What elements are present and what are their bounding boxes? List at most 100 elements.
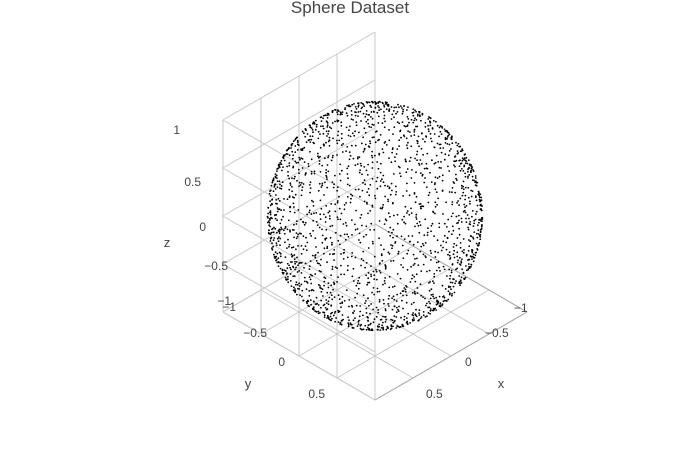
- data-point: [300, 272, 303, 274]
- data-point: [325, 176, 328, 179]
- data-point: [326, 124, 329, 126]
- data-point: [326, 247, 329, 250]
- data-point: [281, 268, 284, 271]
- data-point: [458, 219, 460, 222]
- data-point: [287, 281, 290, 284]
- data-point: [359, 169, 361, 172]
- data-point: [371, 204, 374, 207]
- data-point: [319, 171, 322, 173]
- data-point: [431, 159, 433, 162]
- data-point: [360, 120, 362, 122]
- data-point: [312, 229, 314, 232]
- data-point: [342, 223, 345, 225]
- data-point: [415, 153, 418, 156]
- data-point: [419, 317, 422, 320]
- data-point: [371, 150, 373, 153]
- data-point: [412, 114, 415, 117]
- data-point: [326, 114, 328, 117]
- data-point: [296, 179, 298, 182]
- data-point: [448, 133, 451, 136]
- data-point: [379, 162, 382, 165]
- data-point: [288, 154, 291, 157]
- data-point: [426, 270, 428, 273]
- data-point: [295, 162, 298, 164]
- data-point: [425, 162, 428, 165]
- data-point: [392, 173, 395, 175]
- data-point: [270, 231, 273, 234]
- data-point: [422, 311, 425, 313]
- data-point: [384, 282, 386, 285]
- data-point: [341, 295, 344, 298]
- data-point: [402, 266, 404, 269]
- data-point: [378, 237, 380, 240]
- data-point: [408, 131, 411, 134]
- data-point: [308, 295, 311, 297]
- data-point: [476, 232, 478, 235]
- data-point: [277, 167, 280, 170]
- data-point: [377, 139, 379, 142]
- data-point: [428, 306, 431, 309]
- data-point: [422, 314, 425, 317]
- data-point: [380, 244, 382, 247]
- data-point: [361, 328, 364, 331]
- data-point: [354, 256, 357, 259]
- data-point: [426, 152, 429, 155]
- data-point: [453, 278, 455, 281]
- data-point: [392, 259, 395, 262]
- data-point: [465, 204, 468, 207]
- data-point: [476, 248, 478, 250]
- data-point: [429, 308, 432, 310]
- data-point: [365, 274, 367, 277]
- z-tick-label: −0.5: [204, 259, 228, 273]
- data-point: [274, 176, 277, 179]
- data-point: [348, 104, 350, 106]
- data-point: [430, 230, 432, 233]
- data-point: [267, 232, 270, 235]
- data-point: [277, 240, 280, 243]
- data-point: [293, 223, 295, 226]
- data-point: [337, 276, 339, 278]
- data-point: [346, 114, 349, 117]
- data-point: [410, 212, 413, 215]
- data-point: [315, 212, 318, 214]
- data-point: [429, 121, 432, 124]
- data-point: [303, 276, 306, 279]
- data-point: [395, 300, 398, 302]
- data-point: [309, 141, 312, 143]
- data-point: [438, 295, 441, 298]
- data-point: [420, 294, 422, 297]
- data-point: [376, 287, 379, 290]
- data-point: [297, 245, 299, 247]
- data-point: [357, 105, 360, 108]
- data-point: [269, 195, 272, 197]
- data-point: [379, 101, 381, 103]
- data-point: [390, 161, 393, 164]
- data-point: [292, 166, 294, 169]
- data-point: [289, 206, 291, 209]
- data-point: [433, 235, 435, 238]
- data-point: [300, 245, 303, 247]
- data-point: [347, 322, 350, 324]
- data-point: [320, 306, 322, 309]
- data-point: [370, 273, 372, 276]
- data-point: [362, 250, 365, 253]
- gridline: [222, 311, 376, 401]
- data-point: [291, 150, 294, 153]
- data-point: [355, 284, 358, 287]
- data-point: [358, 282, 361, 285]
- data-point: [286, 149, 289, 151]
- data-point: [339, 218, 342, 221]
- data-point: [320, 290, 323, 293]
- data-point: [349, 135, 352, 138]
- data-point: [325, 205, 328, 207]
- data-point: [368, 194, 371, 197]
- data-point: [289, 184, 292, 186]
- data-point: [342, 258, 345, 260]
- data-point: [331, 298, 334, 301]
- data-point: [304, 245, 307, 248]
- data-point: [360, 102, 363, 104]
- data-point: [384, 195, 386, 198]
- data-point: [384, 316, 386, 318]
- data-point: [346, 173, 349, 175]
